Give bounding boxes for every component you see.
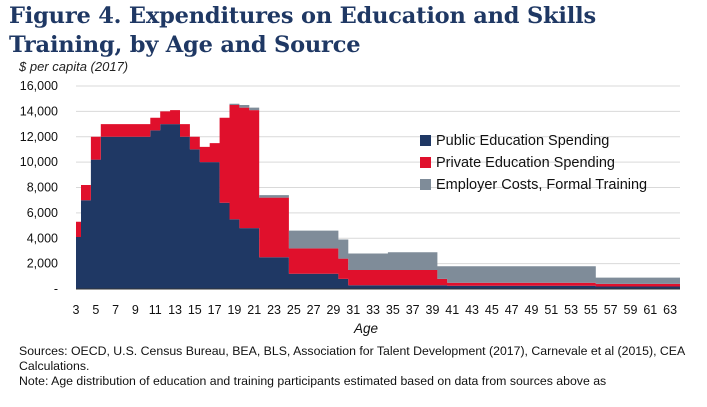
x-axis-title: Age — [353, 321, 378, 336]
chart-notes: Sources: OECD, U.S. Census Bureau, BEA, … — [19, 344, 699, 389]
x-tick-label: 45 — [485, 303, 499, 317]
x-tick-label: 49 — [525, 303, 539, 317]
x-tick-label: 17 — [208, 303, 222, 317]
legend-label: Public Education Spending — [436, 133, 609, 149]
y-tick-label: 8,000 — [27, 181, 58, 195]
sources-text: Sources: OECD, U.S. Census Bureau, BEA, … — [19, 344, 685, 373]
x-tick-label: 29 — [326, 303, 340, 317]
y-tick-label: - — [54, 282, 58, 296]
note-text: Note: Age distribution of education and … — [19, 374, 607, 388]
chart-areas — [76, 103, 680, 289]
y-tick-label: 2,000 — [27, 257, 58, 271]
legend-swatch — [420, 179, 431, 190]
y-tick-label: 12,000 — [20, 130, 58, 144]
x-tick-label: 19 — [227, 303, 241, 317]
legend-label: Employer Costs, Formal Training — [436, 177, 647, 193]
area-public-education-spending — [76, 124, 680, 289]
x-tick-label: 33 — [366, 303, 380, 317]
x-tick-label: 25 — [287, 303, 301, 317]
legend-label: Private Education Spending — [436, 155, 615, 171]
x-tick-label: 57 — [604, 303, 618, 317]
x-tick-label: 59 — [624, 303, 638, 317]
x-tick-label: 61 — [643, 303, 657, 317]
x-tick-label: 47 — [505, 303, 519, 317]
x-tick-label: 9 — [132, 303, 139, 317]
x-tick-label: 11 — [149, 303, 162, 317]
y-axis-unit-label: $ per capita (2017) — [19, 59, 129, 74]
y-tick-label: 16,000 — [20, 79, 58, 93]
x-tick-label: 43 — [465, 303, 479, 317]
legend-swatch — [420, 135, 431, 146]
x-tick-label: 53 — [564, 303, 578, 317]
legend-swatch — [420, 157, 431, 168]
axes: - 2,000 4,000 6,000 8,000 10,000 12,000 14,000 1… — [20, 79, 680, 336]
y-tick-label: 14,000 — [20, 104, 58, 118]
y-tick-label: 10,000 — [20, 155, 58, 169]
x-tick-label: 41 — [445, 303, 459, 317]
x-tick-label: 5 — [92, 303, 99, 317]
y-tick-label: 4,000 — [27, 231, 58, 245]
chart-title: Figure 4. Expenditures on Education and … — [9, 3, 596, 58]
x-tick-label: 31 — [346, 303, 360, 317]
chart-legend: Public Education Spending Private Educati… — [420, 133, 647, 193]
y-tick-label: 6,000 — [27, 206, 58, 220]
x-tick-label: 37 — [406, 303, 420, 317]
area-private-education-spending — [76, 105, 680, 287]
x-tick-label: 39 — [426, 303, 440, 317]
x-tick-label: 35 — [386, 303, 400, 317]
x-tick-label: 7 — [112, 303, 119, 317]
x-tick-label: 15 — [188, 303, 202, 317]
x-tick-label: 3 — [73, 303, 80, 317]
stacked-area-chart: - 2,000 4,000 6,000 8,000 10,000 12,000 14,000 1… — [20, 79, 680, 336]
x-tick-label: 55 — [584, 303, 598, 317]
x-tick-label: 23 — [267, 303, 281, 317]
x-tick-label: 27 — [307, 303, 321, 317]
x-tick-label: 21 — [247, 303, 261, 317]
x-tick-label: 63 — [663, 303, 677, 317]
x-tick-label: 13 — [168, 303, 182, 317]
x-tick-label: 51 — [544, 303, 558, 317]
